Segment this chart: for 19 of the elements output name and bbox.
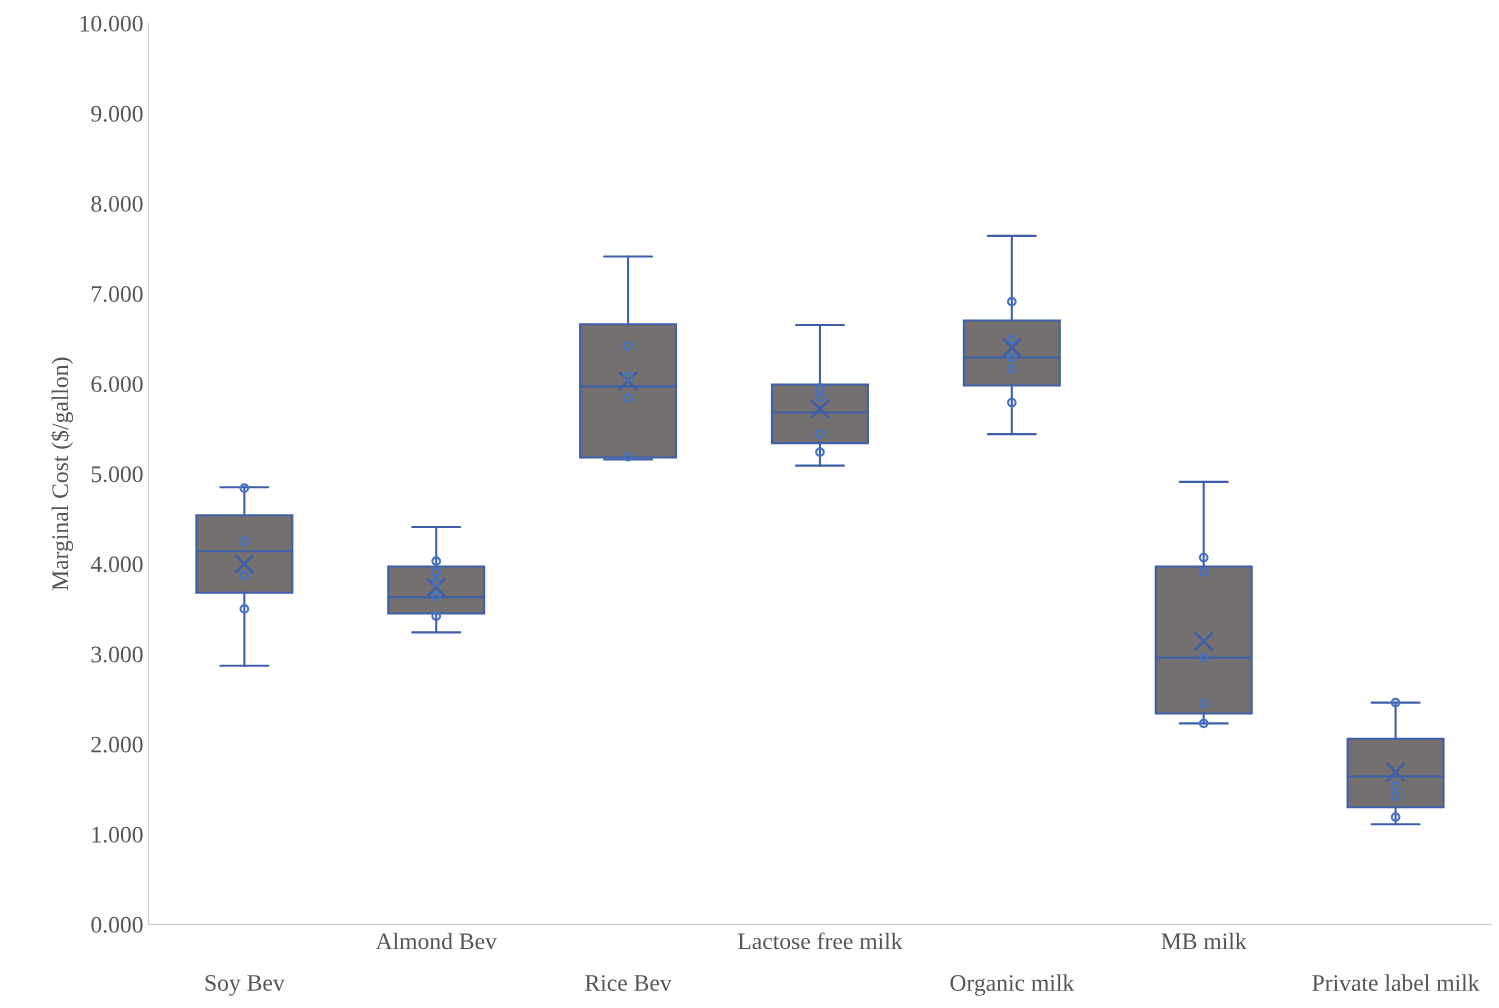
y-tick-label: 4.000 — [90, 556, 143, 573]
x-tick-label: Almond Bev — [375, 932, 497, 950]
x-tick-label: Private label milk — [1312, 974, 1480, 991]
y-tick-label: 0.000 — [91, 916, 143, 933]
x-tick-label: Soy Bev — [205, 975, 285, 996]
y-axis-title: Marginal Cost ($/gallon) — [50, 357, 74, 591]
y-tick-label: 7.000 — [91, 286, 143, 303]
y-tick-label: 3.000 — [91, 646, 143, 663]
y-tick-label: 5.000 — [91, 466, 143, 483]
x-tick-label: Lactose free milk — [738, 932, 903, 950]
y-tick-label: 10.000 — [80, 15, 143, 32]
y-tick-label: 8.000 — [91, 195, 143, 212]
y-tick-label: 2.000 — [91, 736, 143, 753]
y-tick-label: 1.000 — [92, 826, 143, 843]
y-tick-label: 6.000 — [91, 376, 143, 393]
y-tick-label: 9.000 — [91, 105, 143, 122]
x-tick-label: MB milk — [1161, 932, 1247, 950]
x-tick-label: Organic milk — [950, 974, 1075, 996]
x-tick-label: Rice Bev — [585, 975, 672, 991]
